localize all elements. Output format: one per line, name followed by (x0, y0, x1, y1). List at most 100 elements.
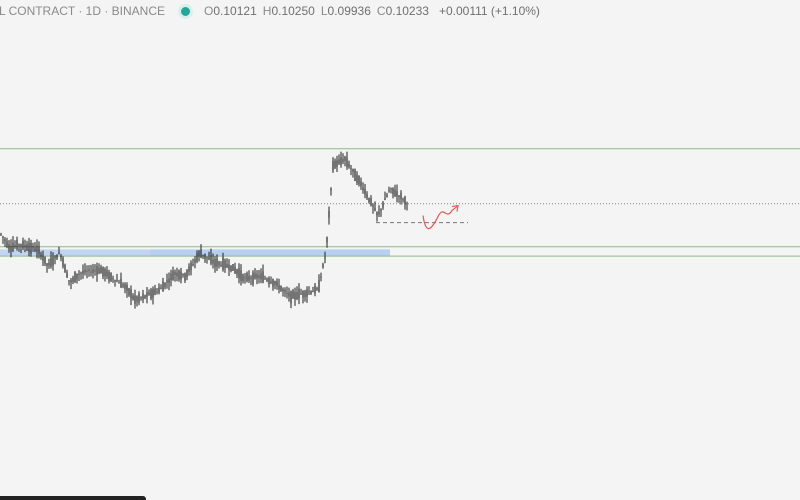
candle-body (70, 280, 72, 283)
candle-body (18, 244, 20, 247)
candle-body (166, 280, 168, 283)
candle-body (314, 285, 316, 294)
candle-body (24, 244, 26, 248)
candle-body (324, 257, 326, 259)
candle-body (80, 272, 82, 274)
candle-body (74, 271, 76, 283)
candle-body (216, 258, 218, 267)
projection-path (422, 206, 458, 230)
candle-body (28, 242, 30, 252)
candle-body (8, 244, 10, 250)
candle-body (346, 157, 348, 167)
horizontal-levels-layer (0, 148, 800, 257)
candle-body (160, 287, 162, 289)
candle-body (248, 275, 250, 281)
candle-body (254, 273, 256, 279)
candle-body (218, 261, 220, 266)
candle-body (304, 291, 306, 298)
candle-body (138, 293, 140, 303)
candle-body (168, 278, 170, 284)
candle-body (238, 268, 240, 279)
candle-body (110, 272, 112, 281)
candle-body (376, 211, 378, 216)
candle-body (12, 242, 14, 251)
candle-body (230, 265, 232, 271)
candle-body (242, 274, 244, 282)
candle-body (330, 188, 332, 191)
candle-body (286, 292, 288, 294)
candle-body (406, 203, 408, 205)
candle-body (2, 236, 4, 238)
candle-body (350, 168, 352, 170)
candle-body (32, 245, 34, 249)
candle-body (22, 240, 24, 249)
candle-body (192, 264, 194, 266)
candle-body (368, 197, 370, 203)
candle-body (6, 241, 8, 247)
candle-body (170, 273, 172, 280)
candle-body (338, 159, 340, 164)
candle-body (30, 242, 32, 254)
candle-body (122, 284, 124, 287)
candle-body (382, 202, 384, 208)
candle-body (348, 163, 350, 168)
candle-body (312, 291, 314, 293)
candle-body (188, 266, 190, 273)
candle-body (204, 253, 206, 260)
candle-body (72, 277, 74, 282)
candle-body (302, 291, 304, 298)
candle-body (294, 292, 296, 300)
candle-body (228, 264, 230, 270)
candle-body (154, 288, 156, 295)
candle-body (58, 252, 60, 254)
candle-body (310, 291, 312, 294)
candle-body (380, 208, 382, 211)
candle-body (222, 257, 224, 270)
candle-body (268, 278, 270, 285)
candle-body (214, 258, 216, 268)
ohlc-header: L CONTRACT · 1D · BINANCE O0.10121 H0.10… (0, 0, 800, 22)
candle-body (250, 277, 252, 279)
candle-body (362, 187, 364, 191)
candle-body (118, 282, 120, 284)
candle-body (142, 293, 144, 300)
candle-body (76, 273, 78, 280)
candle-body (236, 269, 238, 275)
candle-body (36, 245, 38, 252)
candle-body (210, 255, 212, 264)
candle-body (374, 207, 376, 211)
candle-body (394, 189, 396, 197)
candle-body (96, 265, 98, 275)
candle-body (384, 198, 386, 201)
candle-body (212, 259, 214, 264)
candle-body (398, 195, 400, 197)
candle-body (206, 256, 208, 259)
change-value: +0.00111 (+1.10%) (438, 4, 540, 18)
candle-body (134, 295, 136, 304)
candle-body (20, 244, 22, 247)
candle-body (336, 160, 338, 168)
candle-body (358, 175, 360, 185)
candle-body (114, 280, 116, 282)
projection-arrowhead (451, 204, 459, 212)
candle-body (264, 278, 266, 280)
candle-body (92, 269, 94, 273)
candle-body (130, 289, 132, 299)
candle-body (116, 280, 118, 282)
candle-body (140, 297, 142, 299)
candle-body (124, 283, 126, 289)
candle-body (42, 255, 44, 261)
candle-body (108, 272, 110, 281)
candle-body (226, 264, 228, 268)
candle-body (100, 266, 102, 274)
candle-body (126, 284, 128, 292)
symbol-label[interactable]: L CONTRACT · 1D · BINANCE (0, 4, 166, 18)
candle-body (202, 254, 204, 256)
candle-body (400, 192, 402, 200)
candle-body (156, 291, 158, 293)
candle-body (98, 268, 100, 274)
candle-body (340, 157, 342, 165)
candle-body (290, 291, 292, 304)
candle-body (402, 199, 404, 201)
